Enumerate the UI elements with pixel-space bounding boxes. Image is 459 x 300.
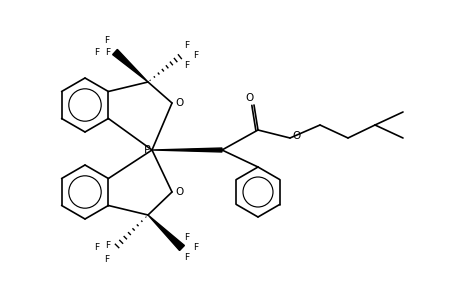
Text: O: O [292,131,301,141]
Text: O: O [246,93,253,103]
Polygon shape [151,148,222,152]
Text: F: F [193,50,198,59]
Text: F: F [104,35,109,44]
Polygon shape [112,50,148,82]
Text: F: F [105,242,110,250]
Polygon shape [148,215,184,250]
Text: F: F [184,40,189,50]
Text: F: F [105,47,110,56]
Text: F: F [184,61,189,70]
Text: O: O [175,98,184,108]
Text: F: F [184,233,189,242]
Text: F: F [94,244,99,253]
Text: O: O [175,187,184,197]
Text: F: F [184,254,189,262]
Text: F: F [193,244,198,253]
Text: P: P [143,145,150,155]
Text: F: F [104,256,109,265]
Text: F: F [94,47,99,56]
